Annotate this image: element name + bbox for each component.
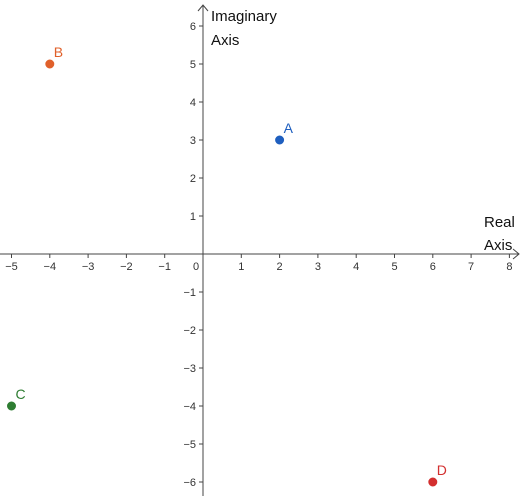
x-axis-title-line-1: Real — [484, 214, 515, 231]
axes-group — [0, 4, 520, 498]
y-tick-label: 6 — [190, 21, 196, 33]
x-tick-label: 4 — [353, 261, 359, 273]
y-tick-label: 4 — [190, 97, 196, 109]
y-tick-label: −4 — [183, 401, 196, 413]
x-tick-label: −4 — [44, 261, 57, 273]
y-tick-label: 2 — [190, 173, 196, 185]
points-group: A B C D — [7, 44, 447, 487]
x-tick-label: 0 — [193, 261, 199, 273]
x-tick-label: 3 — [315, 261, 321, 273]
y-tick-label: −1 — [183, 287, 196, 299]
y-axis-arrow-icon — [197, 4, 209, 12]
x-tick-label: −2 — [120, 261, 133, 273]
point-label-b: B — [54, 44, 63, 60]
y-axis-title-line-1: Imaginary — [211, 8, 277, 25]
point-label-d: D — [437, 462, 447, 478]
ticks-group: −5 −4 −3 −2 −1 0 1 2 3 4 5 6 7 8 −6 −5 −4 −3 −2 −1 1 2 3 4 5 6 — [5, 21, 512, 489]
x-tick-label: 5 — [391, 261, 397, 273]
point-c — [7, 401, 16, 411]
x-tick-label: 7 — [468, 261, 474, 273]
y-tick-label: 5 — [190, 59, 196, 71]
axis-titles-group: Imaginary Axis Real Axis — [211, 8, 515, 254]
point-b — [45, 59, 55, 69]
x-tick-label: 6 — [430, 261, 436, 273]
y-tick-label: −2 — [183, 325, 196, 337]
point-label-a: A — [284, 120, 294, 136]
y-tick-label: −3 — [183, 363, 196, 375]
y-tick-label: −5 — [183, 439, 196, 451]
y-tick-label: −6 — [183, 477, 196, 489]
x-tick-label: 8 — [506, 261, 512, 273]
x-tick-label: −5 — [5, 261, 18, 273]
point-label-c: C — [16, 386, 26, 402]
point-d — [428, 477, 438, 487]
x-tick-label: −1 — [158, 261, 171, 273]
y-tick-label: 1 — [190, 211, 196, 223]
point-a — [275, 135, 285, 145]
x-tick-label: 2 — [277, 261, 283, 273]
x-axis-arrow-icon — [512, 248, 520, 260]
y-axis-title-line-2: Axis — [211, 32, 239, 49]
x-tick-label: 1 — [238, 261, 244, 273]
y-tick-label: 3 — [190, 135, 196, 147]
x-axis-title-line-2: Axis — [484, 237, 512, 254]
x-tick-label: −3 — [82, 261, 95, 273]
